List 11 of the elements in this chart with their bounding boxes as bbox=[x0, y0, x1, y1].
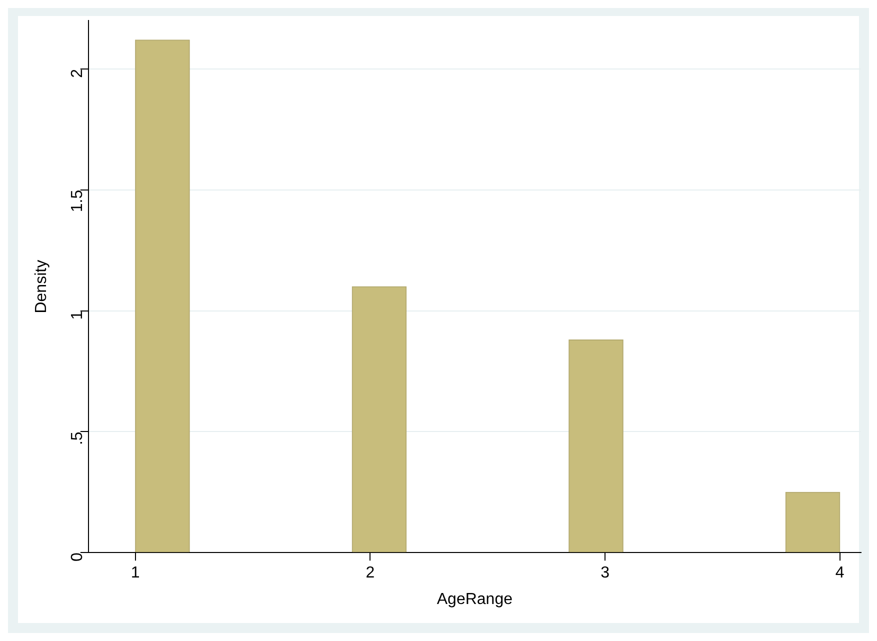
x-tick-label: 1 bbox=[130, 564, 140, 582]
x-tick-label: 4 bbox=[835, 564, 844, 582]
y-tick-label: 1.5 bbox=[68, 190, 86, 212]
x-tick-label: 3 bbox=[600, 564, 610, 582]
y-tick-label: 1 bbox=[68, 310, 86, 320]
y-tick-label: 0 bbox=[68, 552, 86, 562]
y-tick-label: .5 bbox=[68, 432, 86, 446]
x-axis-title: AgeRange bbox=[436, 590, 513, 608]
y-axis-title: Density bbox=[33, 260, 50, 314]
y-tick-label: 2 bbox=[68, 68, 86, 78]
x-tick-label: 2 bbox=[366, 564, 375, 582]
